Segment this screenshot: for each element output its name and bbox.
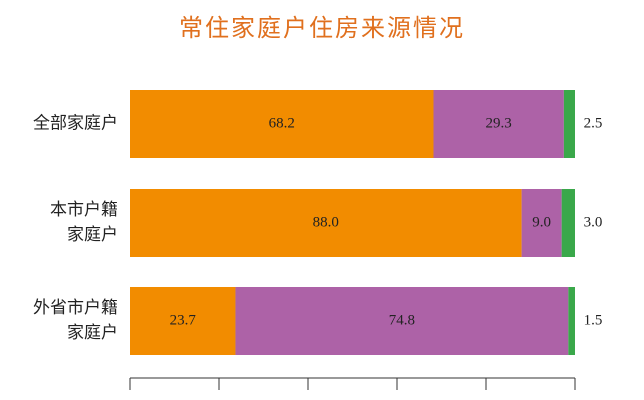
- category-label: 本市户籍 家庭户: [50, 200, 118, 245]
- bar-segment: [130, 287, 236, 355]
- value-label: 68.2: [269, 115, 295, 131]
- value-label: 9.0: [532, 214, 551, 230]
- bar-segment: [521, 189, 562, 257]
- bar-segment: [130, 90, 434, 158]
- value-label: 23.7: [170, 312, 197, 328]
- value-label: 2.5: [584, 115, 603, 131]
- category-label: 全部家庭户: [33, 113, 118, 134]
- value-label: 3.0: [584, 214, 603, 230]
- bar-segment: [568, 287, 575, 355]
- bar-segment: [563, 90, 575, 158]
- value-label: 88.0: [313, 214, 339, 230]
- value-label: 74.8: [389, 312, 415, 328]
- bar-segment: [235, 287, 569, 355]
- value-label: 29.3: [486, 115, 512, 131]
- bar-segment: [130, 189, 522, 257]
- value-label: 1.5: [584, 312, 603, 328]
- bar-segment: [561, 189, 575, 257]
- bar-segment: [433, 90, 564, 158]
- category-label: 外省市户籍 家庭户: [33, 298, 118, 343]
- chart-title: 常住家庭户住房来源情况: [179, 14, 465, 42]
